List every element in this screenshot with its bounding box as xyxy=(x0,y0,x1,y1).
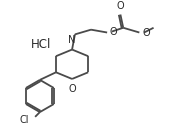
Text: O: O xyxy=(68,84,76,94)
Text: Cl: Cl xyxy=(20,115,29,125)
Text: O: O xyxy=(142,29,150,38)
Text: O: O xyxy=(117,1,124,11)
Text: O: O xyxy=(110,27,118,37)
Text: HCl: HCl xyxy=(31,38,51,51)
Text: N: N xyxy=(68,35,76,45)
